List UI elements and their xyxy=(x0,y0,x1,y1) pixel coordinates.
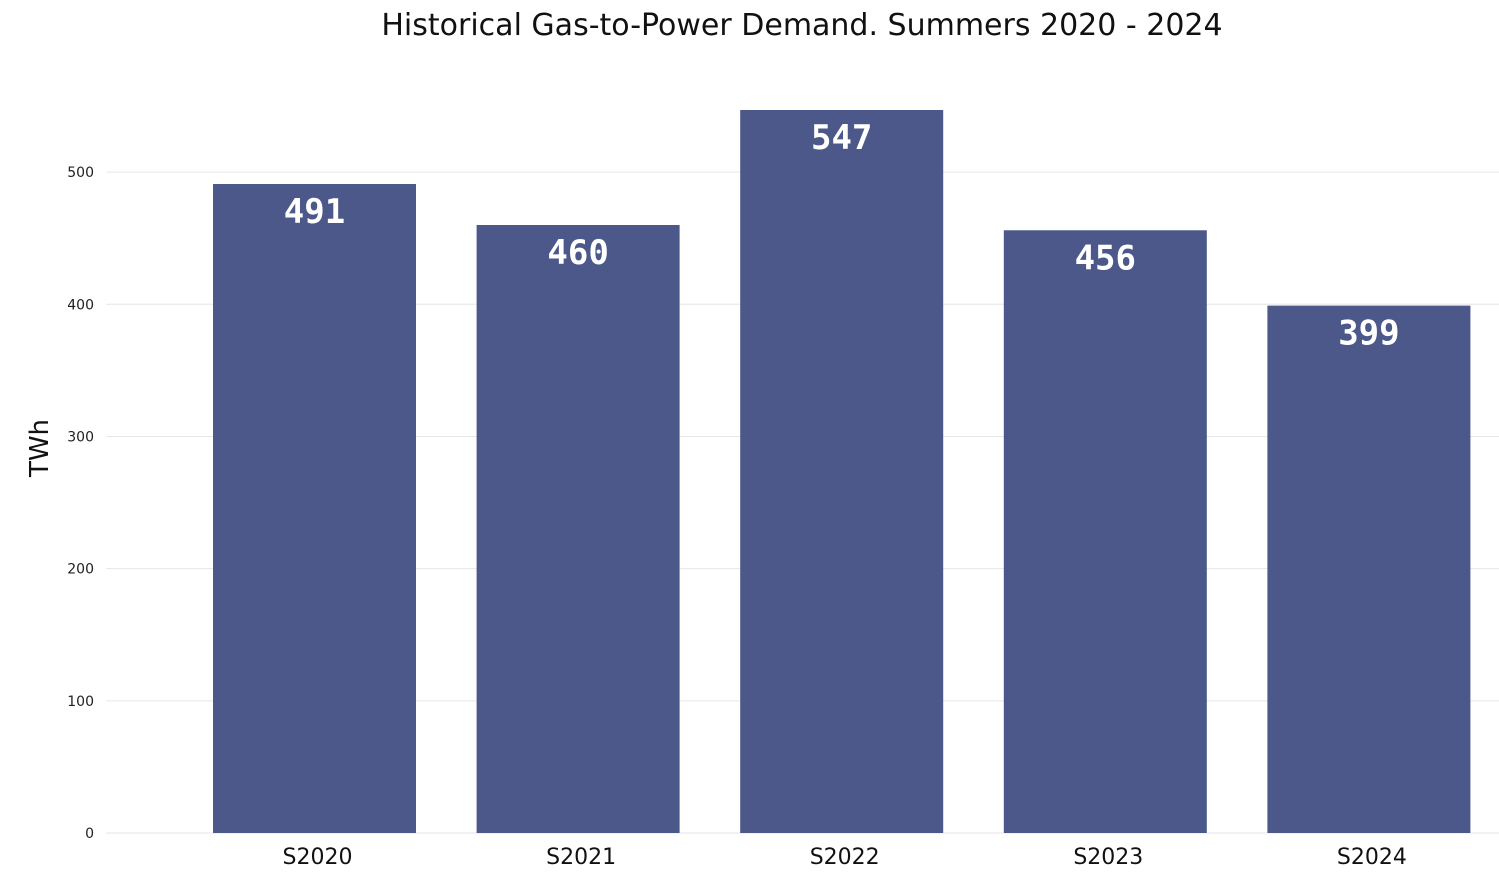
bar-s2021 xyxy=(476,224,680,834)
y-tick-label: 0 xyxy=(85,826,94,842)
x-tick-label-s2020: S2020 xyxy=(283,845,353,870)
y-tick-label: 200 xyxy=(67,562,94,578)
x-tick-label-s2023: S2023 xyxy=(1073,845,1143,870)
y-tick-label: 400 xyxy=(67,297,94,313)
x-axis-ticks: S2020 S2021 S2022 S2023 S2024 xyxy=(283,845,1407,870)
bars xyxy=(213,110,1471,834)
bar-s2024 xyxy=(1267,305,1471,833)
x-tick-label-s2021: S2021 xyxy=(546,845,616,870)
data-label-s2024: 399 xyxy=(1338,314,1399,354)
y-tick-label: 500 xyxy=(67,165,94,181)
data-label-s2022: 547 xyxy=(811,118,872,158)
data-labels: 491 460 547 456 399 xyxy=(284,118,1400,354)
bar-s2023 xyxy=(1003,230,1207,833)
bar-s2022 xyxy=(740,110,944,833)
y-axis-label: TWh xyxy=(25,419,55,478)
data-label-s2020: 491 xyxy=(284,192,345,232)
y-tick-label: 300 xyxy=(67,429,94,445)
y-axis-ticks: 0 100 200 300 400 500 xyxy=(67,165,94,842)
x-tick-label-s2024: S2024 xyxy=(1337,845,1407,870)
data-label-s2021: 460 xyxy=(547,233,608,273)
y-tick-label: 100 xyxy=(67,694,94,710)
chart-title: Historical Gas-to-Power Demand. Summers … xyxy=(381,8,1222,43)
data-label-s2023: 456 xyxy=(1075,238,1136,278)
bar-s2020 xyxy=(213,184,416,833)
x-tick-label-s2022: S2022 xyxy=(810,845,880,870)
